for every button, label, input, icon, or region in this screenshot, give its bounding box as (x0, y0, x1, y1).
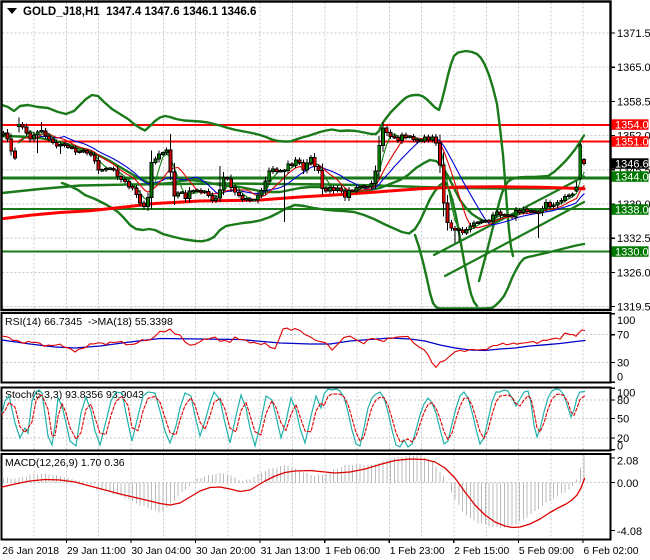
svg-text:30: 30 (617, 357, 629, 369)
svg-text:1332.5: 1332.5 (617, 233, 650, 245)
svg-text:5 Feb 09:00: 5 Feb 09:00 (519, 546, 574, 557)
svg-text:1326.0: 1326.0 (617, 267, 650, 279)
svg-text:80: 80 (617, 395, 629, 407)
svg-text:1358.5: 1358.5 (617, 96, 650, 108)
svg-text:30 Jan 20:00: 30 Jan 20:00 (196, 546, 256, 557)
svg-text:6 Feb 02:00: 6 Feb 02:00 (584, 546, 639, 557)
svg-text:100: 100 (617, 388, 635, 400)
svg-text:2 Feb 15:00: 2 Feb 15:00 (454, 546, 509, 557)
svg-text:1371.5: 1371.5 (617, 28, 650, 40)
svg-text:RSI(14) 66.7345 ->MA(18) 55.3: RSI(14) 66.7345 ->MA(18) 55.3398 (5, 316, 173, 328)
svg-text:1351.0: 1351.0 (615, 137, 649, 149)
svg-text:0: 0 (617, 440, 623, 452)
svg-text:31 Jan 13:00: 31 Jan 13:00 (261, 546, 321, 557)
svg-text:20: 20 (617, 433, 629, 445)
svg-text:29 Jan 11:00: 29 Jan 11:00 (67, 546, 126, 557)
svg-text:GOLD_J18,H1 1347.4 1347.6 134: GOLD_J18,H1 1347.4 1347.6 1346.1 1346.6 (23, 6, 256, 18)
svg-text:50: 50 (617, 414, 629, 426)
svg-text:1 Feb 06:00: 1 Feb 06:00 (325, 546, 380, 557)
svg-text:1344.0: 1344.0 (615, 172, 649, 184)
svg-text:30 Jan 04:00: 30 Jan 04:00 (131, 546, 191, 557)
svg-text:70: 70 (617, 330, 629, 342)
svg-text:Stoch(5,3,3) 93.8356 93.9043: Stoch(5,3,3) 93.8356 93.9043 (5, 389, 144, 401)
svg-text:MACD(12,26,9) 1.70 0.36: MACD(12,26,9) 1.70 0.36 (5, 457, 125, 469)
svg-text:1 Feb 23:00: 1 Feb 23:00 (390, 546, 445, 557)
svg-text:1354.0: 1354.0 (615, 120, 649, 132)
svg-text:1319.5: 1319.5 (617, 302, 650, 314)
svg-text:26 Jan 2018: 26 Jan 2018 (2, 546, 59, 557)
svg-text:0: 0 (617, 372, 623, 384)
svg-text:100: 100 (617, 315, 635, 327)
svg-text:1365.0: 1365.0 (617, 62, 650, 74)
svg-text:2.08: 2.08 (617, 456, 638, 468)
svg-text:1330.0: 1330.0 (615, 247, 649, 259)
svg-text:1346.6: 1346.6 (615, 159, 649, 171)
svg-text:0.00: 0.00 (617, 478, 638, 490)
svg-text:-4.08: -4.08 (617, 526, 642, 538)
svg-text:1338.0: 1338.0 (615, 205, 649, 217)
